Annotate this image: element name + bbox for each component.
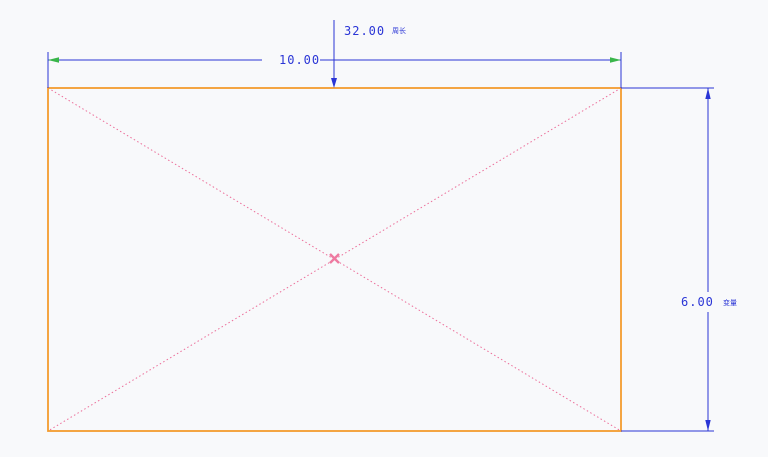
width-dimension[interactable]: 10.00 [47, 52, 622, 88]
diagonal-line-2 [47, 87, 622, 432]
perimeter-dimension-value[interactable]: 32.00 [344, 24, 385, 38]
diagonal-line-1 [47, 87, 622, 432]
height-arrow-bottom-icon [705, 420, 711, 431]
height-dimension[interactable]: 6.00 变量 [621, 87, 750, 432]
height-label-background [676, 292, 750, 312]
green-arrow-left-icon [48, 57, 59, 63]
height-dimension-value[interactable]: 6.00 [681, 295, 714, 309]
rectangle[interactable] [47, 87, 622, 432]
perimeter-dimension[interactable]: 32.00 周长 [331, 20, 406, 88]
perimeter-dimension-tag: 周长 [392, 26, 406, 35]
perimeter-arrow-icon [331, 78, 337, 88]
height-arrow-top-icon [705, 88, 711, 99]
center-x-icon[interactable] [329, 253, 340, 264]
green-arrow-right-icon [610, 57, 621, 63]
construction-diagonals [47, 87, 622, 432]
height-dimension-tag: 变量 [723, 298, 737, 307]
width-dimension-value[interactable]: 10.00 [279, 53, 320, 67]
